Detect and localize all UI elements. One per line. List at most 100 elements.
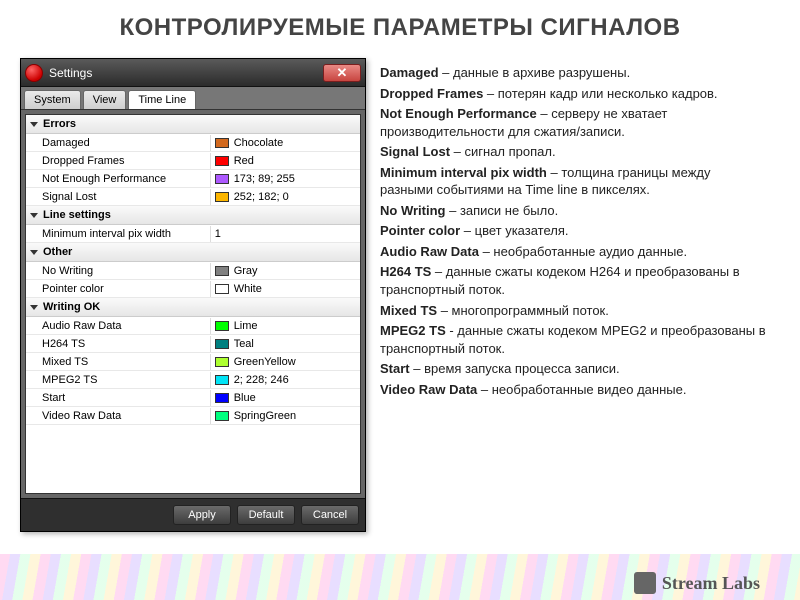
property-row[interactable]: H264 TSTeal: [26, 335, 360, 353]
definition: Minimum interval pix width – толщина гра…: [380, 164, 766, 199]
property-label: Dropped Frames: [26, 153, 210, 169]
definitions-panel: Damaged – данные в архиве разрушены.Drop…: [366, 52, 780, 532]
value-text: Teal: [234, 338, 254, 350]
section-title: Errors: [43, 118, 76, 130]
definition: H264 TS – данные сжаты кодеком H264 и пр…: [380, 263, 766, 298]
tab-system[interactable]: System: [24, 90, 81, 109]
property-value[interactable]: Blue: [210, 390, 360, 406]
settings-window: Settings ✕ SystemViewTime Line Errors Dam…: [20, 58, 366, 532]
property-value[interactable]: Lime: [210, 318, 360, 334]
tab-view[interactable]: View: [83, 90, 127, 109]
property-row[interactable]: Video Raw DataSpringGreen: [26, 407, 360, 425]
definition-term: Start: [380, 361, 410, 376]
color-swatch: [215, 393, 229, 403]
value-text: 173; 89; 255: [234, 173, 295, 185]
section-header[interactable]: Writing OK: [26, 298, 360, 317]
color-swatch: [215, 156, 229, 166]
default-button[interactable]: Default: [237, 505, 295, 525]
value-text: 252; 182; 0: [234, 191, 289, 203]
value-text: GreenYellow: [234, 356, 296, 368]
tabs: SystemViewTime Line: [21, 87, 365, 110]
property-row[interactable]: Dropped FramesRed: [26, 152, 360, 170]
definition-term: Damaged: [380, 65, 439, 80]
titlebar[interactable]: Settings ✕: [21, 59, 365, 87]
definition-term: MPEG2 TS: [380, 323, 446, 338]
property-row[interactable]: Mixed TSGreenYellow: [26, 353, 360, 371]
page-title: КОНТРОЛИРУЕМЫЕ ПАРАМЕТРЫ СИГНАЛОВ: [0, 0, 800, 52]
collapse-icon: [30, 213, 38, 218]
definition-text: – цвет указателя.: [460, 223, 568, 238]
property-value[interactable]: Teal: [210, 336, 360, 352]
property-value[interactable]: 173; 89; 255: [210, 171, 360, 187]
definition-text: – сигнал пропал.: [450, 144, 556, 159]
property-value[interactable]: 252; 182; 0: [210, 189, 360, 205]
property-label: MPEG2 TS: [26, 372, 210, 388]
definition: MPEG2 TS - данные сжаты кодеком MPEG2 и …: [380, 322, 766, 357]
property-value[interactable]: Red: [210, 153, 360, 169]
property-row[interactable]: Pointer colorWhite: [26, 280, 360, 298]
definition-term: Mixed TS: [380, 303, 437, 318]
logo-text: Stream Labs: [662, 573, 760, 594]
definition-term: Not Enough Performance: [380, 106, 537, 121]
section-header[interactable]: Line settings: [26, 206, 360, 225]
property-value[interactable]: 1: [210, 226, 360, 242]
definition-term: Audio Raw Data: [380, 244, 479, 259]
value-text: Lime: [234, 320, 258, 332]
definition-term: Video Raw Data: [380, 382, 477, 397]
property-row[interactable]: Minimum interval pix width1: [26, 225, 360, 243]
color-swatch: [215, 138, 229, 148]
section-header[interactable]: Other: [26, 243, 360, 262]
definition: Dropped Frames – потерян кадр или нескол…: [380, 85, 766, 103]
property-row[interactable]: StartBlue: [26, 389, 360, 407]
property-label: Start: [26, 390, 210, 406]
color-swatch: [215, 174, 229, 184]
property-value[interactable]: Gray: [210, 263, 360, 279]
definition: Pointer color – цвет указателя.: [380, 222, 766, 240]
property-row[interactable]: Signal Lost252; 182; 0: [26, 188, 360, 206]
definition-text: – потерян кадр или несколько кадров.: [483, 86, 717, 101]
property-row[interactable]: MPEG2 TS 2; 228; 246: [26, 371, 360, 389]
definition-term: Dropped Frames: [380, 86, 483, 101]
section-title: Other: [43, 246, 72, 258]
collapse-icon: [30, 122, 38, 127]
color-swatch: [215, 357, 229, 367]
value-text: SpringGreen: [234, 410, 296, 422]
property-label: No Writing: [26, 263, 210, 279]
window-title: Settings: [49, 66, 323, 80]
property-value[interactable]: GreenYellow: [210, 354, 360, 370]
definition: Not Enough Performance – серверу не хват…: [380, 105, 766, 140]
section-title: Writing OK: [43, 301, 100, 313]
property-row[interactable]: Not Enough Performance173; 89; 255: [26, 170, 360, 188]
property-value[interactable]: SpringGreen: [210, 408, 360, 424]
color-swatch: [215, 192, 229, 202]
definition-text: – необработанные видео данные.: [477, 382, 686, 397]
property-value[interactable]: White: [210, 281, 360, 297]
definition: Mixed TS – многопрограммный поток.: [380, 302, 766, 320]
definition: Signal Lost – сигнал пропал.: [380, 143, 766, 161]
app-icon: [25, 64, 43, 82]
property-grid: ErrorsDamagedChocolateDropped FramesRedN…: [21, 110, 365, 498]
property-value[interactable]: 2; 228; 246: [210, 372, 360, 388]
collapse-icon: [30, 305, 38, 310]
definition: Audio Raw Data – необработанные аудио да…: [380, 243, 766, 261]
value-text: 2; 228; 246: [234, 374, 289, 386]
property-label: Minimum interval pix width: [26, 226, 210, 242]
tab-time-line[interactable]: Time Line: [128, 90, 196, 109]
definition-term: No Writing: [380, 203, 445, 218]
cancel-button[interactable]: Cancel: [301, 505, 359, 525]
color-swatch: [215, 411, 229, 421]
section-title: Line settings: [43, 209, 111, 221]
collapse-icon: [30, 250, 38, 255]
property-value[interactable]: Chocolate: [210, 135, 360, 151]
property-row[interactable]: No WritingGray: [26, 262, 360, 280]
definition-term: Minimum interval pix width: [380, 165, 547, 180]
property-row[interactable]: DamagedChocolate: [26, 134, 360, 152]
apply-button[interactable]: Apply: [173, 505, 231, 525]
property-row[interactable]: Audio Raw DataLime: [26, 317, 360, 335]
button-bar: Apply Default Cancel: [21, 498, 365, 531]
property-label: Damaged: [26, 135, 210, 151]
close-button[interactable]: ✕: [323, 64, 361, 82]
logo: Stream Labs: [634, 572, 760, 594]
section-header[interactable]: Errors: [26, 115, 360, 134]
color-swatch: [215, 266, 229, 276]
